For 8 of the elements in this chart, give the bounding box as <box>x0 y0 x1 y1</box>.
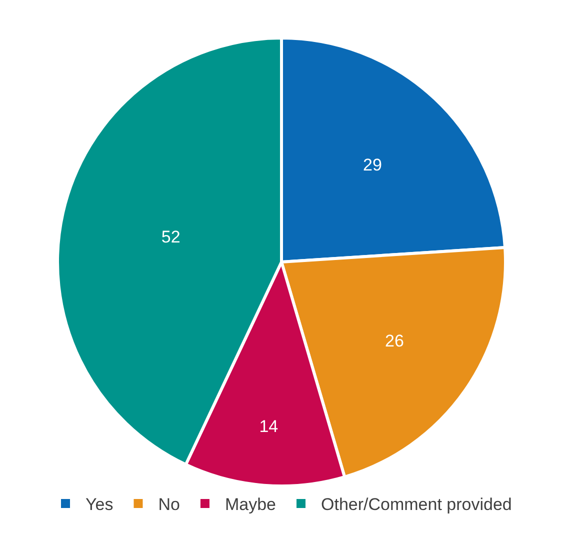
data-label: 29 <box>363 155 382 174</box>
legend-label: Yes <box>86 495 114 514</box>
data-label: 26 <box>385 331 404 350</box>
data-label: 14 <box>259 417 278 436</box>
legend-label: Maybe <box>224 495 276 514</box>
legend-label: No <box>158 495 180 514</box>
data-label: 52 <box>161 228 180 247</box>
legend-label: Other/Comment provided <box>321 495 512 514</box>
